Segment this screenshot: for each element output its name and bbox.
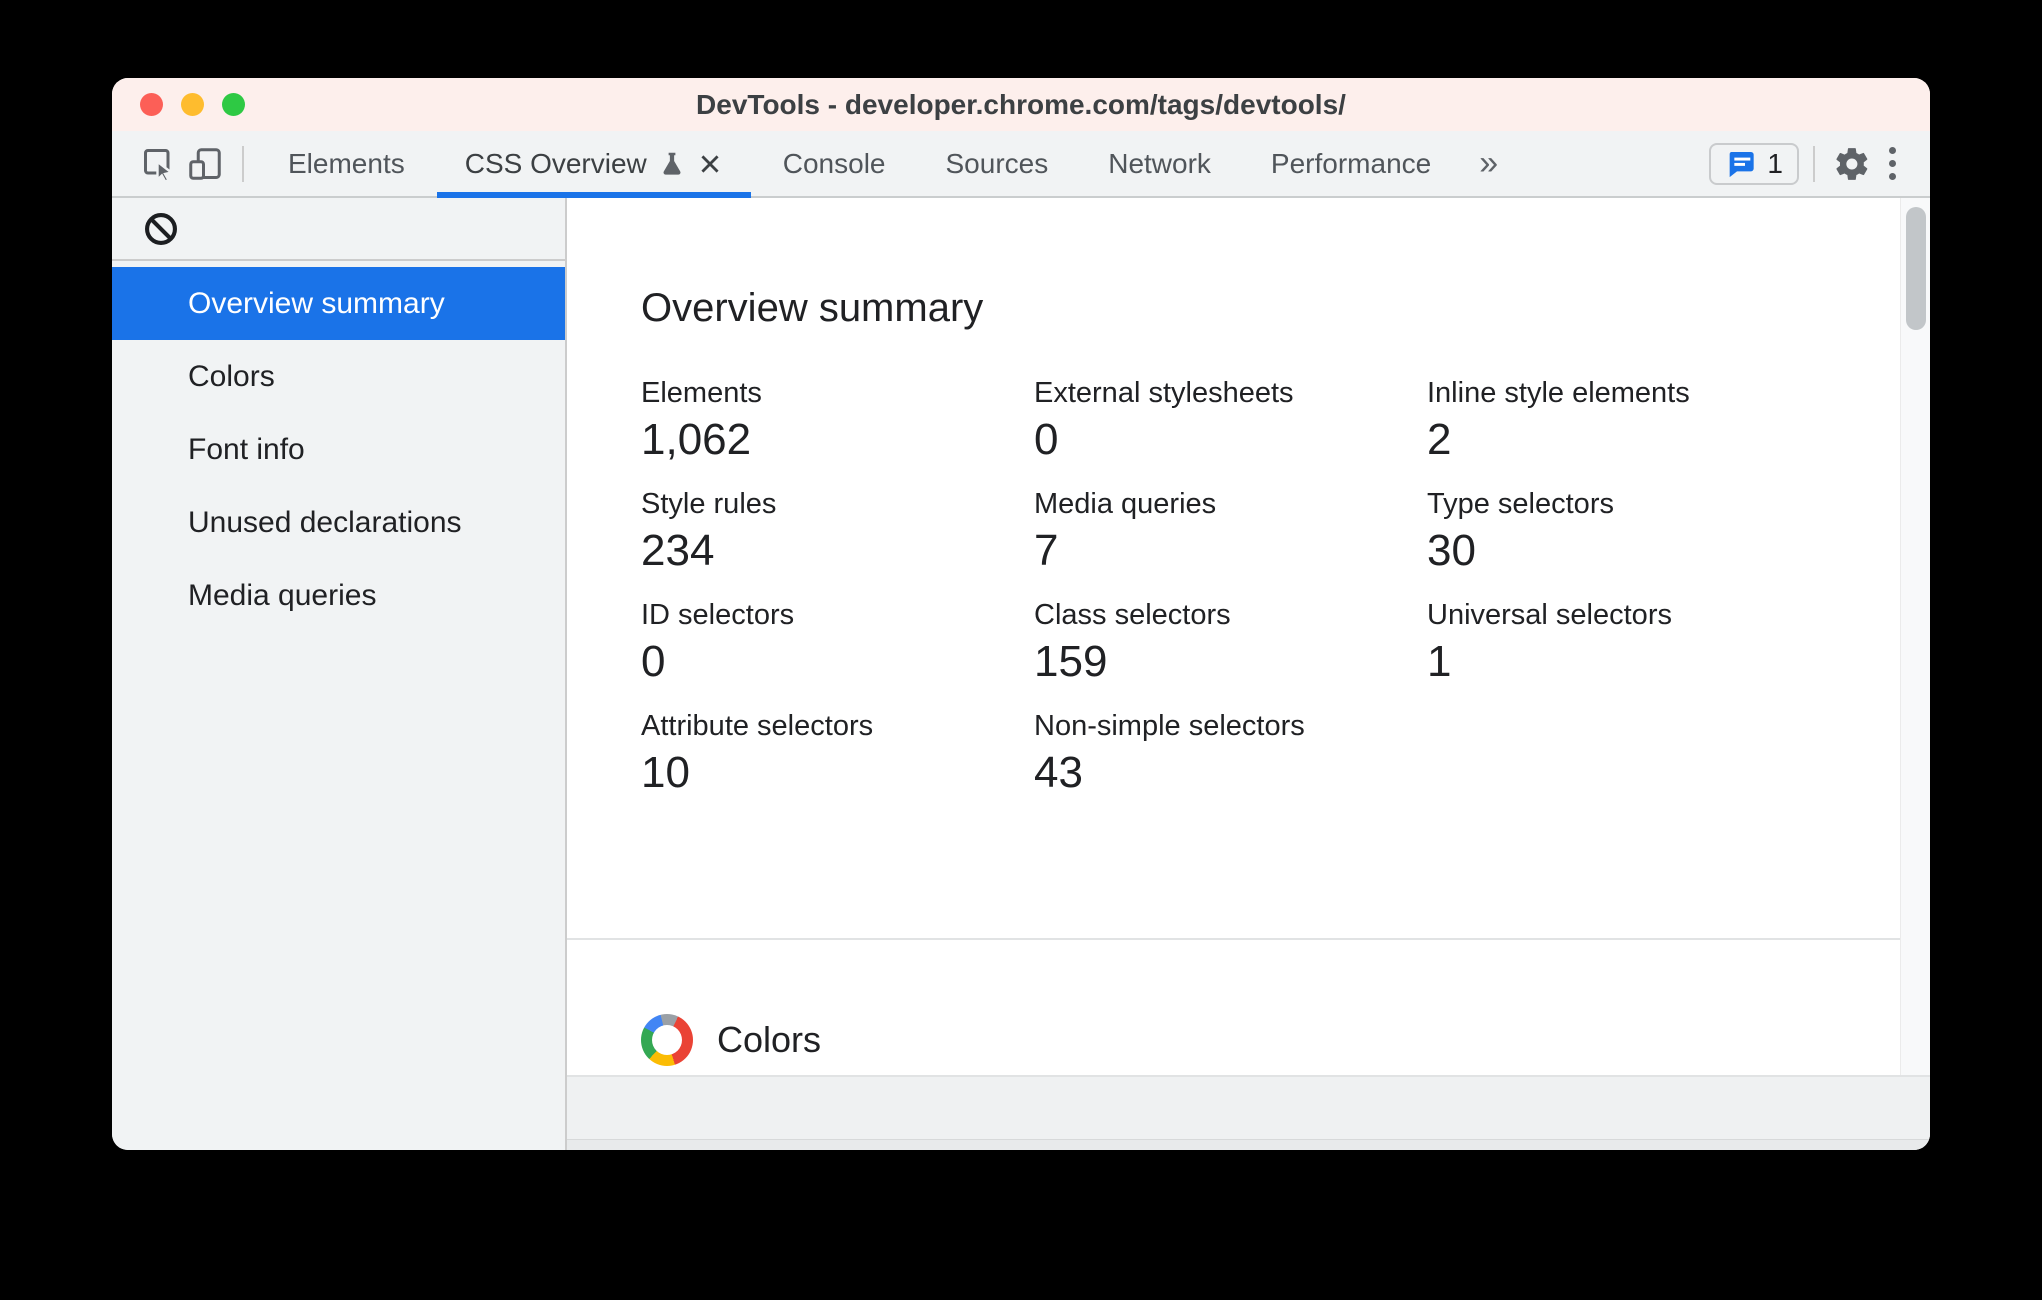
device-toolbar-icon <box>187 146 223 182</box>
stat-label: Universal selectors <box>1427 599 1672 631</box>
color-wheel-icon <box>641 1014 693 1066</box>
stat-label: External stylesheets <box>1034 377 1294 409</box>
kebab-menu-icon[interactable] <box>1875 139 1910 188</box>
sidebar-toolbar <box>112 198 565 261</box>
toolbar-separator <box>1813 145 1815 182</box>
stat-item: Style rules 234 <box>641 486 1034 579</box>
main-area: Overview summary Colors Font info Unused… <box>112 198 1930 1150</box>
minimize-window-button[interactable] <box>181 93 204 116</box>
toolbar-separator <box>242 145 244 182</box>
zoom-window-button[interactable] <box>222 93 245 116</box>
stat-label: Media queries <box>1034 488 1217 520</box>
close-window-button[interactable] <box>140 93 163 116</box>
stat-item: Media queries 7 <box>1034 486 1427 579</box>
sidebar-item[interactable]: Colors <box>112 340 565 413</box>
stat-value: 0 <box>1034 415 1059 464</box>
sidebar-item[interactable]: Unused declarations <box>112 486 565 559</box>
overview-content: Overview summary Elements 1,062 External… <box>567 198 1930 1150</box>
sidebar-item[interactable]: Overview summary <box>112 267 565 340</box>
vertical-scrollbar-thumb[interactable] <box>1906 207 1926 330</box>
vertical-scrollbar-track[interactable] <box>1900 198 1930 1075</box>
sidebar-item-label: Font info <box>188 432 305 466</box>
gear-icon <box>1833 145 1871 183</box>
stat-item: Elements 1,062 <box>641 375 1034 468</box>
stat-value: 159 <box>1034 637 1108 686</box>
stat-item: Class selectors 159 <box>1034 597 1427 690</box>
devtools-window: DevTools - developer.chrome.com/tags/dev… <box>112 78 1930 1150</box>
issues-button[interactable]: 1 <box>1709 142 1799 185</box>
stat-value: 10 <box>641 748 690 797</box>
colors-section-title: Colors <box>717 1019 822 1060</box>
stat-value: 1 <box>1427 637 1452 686</box>
inspect-element-button[interactable] <box>136 141 182 187</box>
stat-item: Non-simple selectors 43 <box>1034 708 1427 801</box>
stat-item: ID selectors 0 <box>641 597 1034 690</box>
tab-performance[interactable]: Performance <box>1270 147 1432 179</box>
stat-value: 43 <box>1034 748 1083 797</box>
devtools-toolbar: Elements CSS Overview Console <box>112 131 1930 198</box>
stat-value: 2 <box>1427 415 1452 464</box>
inspect-cursor-icon <box>141 146 177 182</box>
overview-document: Overview summary Elements 1,062 External… <box>567 198 1930 1075</box>
stat-item: Universal selectors 1 <box>1427 597 1820 690</box>
stat-label: ID selectors <box>641 599 795 631</box>
stat-value: 7 <box>1034 526 1059 575</box>
stat-item: Attribute selectors 10 <box>641 708 1034 801</box>
titlebar: DevTools - developer.chrome.com/tags/dev… <box>112 78 1930 131</box>
tab-network[interactable]: Network <box>1108 147 1211 179</box>
tab-css-overview[interactable]: CSS Overview <box>435 131 753 198</box>
overscroll-area <box>567 1075 1930 1139</box>
stat-item: Type selectors 30 <box>1427 486 1820 579</box>
tab-elements[interactable]: Elements <box>288 147 405 179</box>
stat-value: 234 <box>641 526 715 575</box>
tab-console[interactable]: Console <box>782 147 886 179</box>
stat-label: Class selectors <box>1034 599 1231 631</box>
page-title: Overview summary <box>641 286 984 330</box>
tab-sources[interactable]: Sources <box>945 147 1049 179</box>
stat-value: 0 <box>641 637 666 686</box>
stat-item: Inline style elements 2 <box>1427 375 1820 468</box>
summary-stats-grid: Elements 1,062 External stylesheets 0 In… <box>641 375 1870 801</box>
toolbar-right-controls: 1 <box>1709 139 1910 188</box>
horizontal-scrollbar-track[interactable] <box>567 1139 1930 1150</box>
stat-label: Type selectors <box>1427 488 1614 520</box>
clear-overview-button[interactable] <box>138 206 184 252</box>
issues-chat-icon <box>1725 148 1757 180</box>
toggle-device-toolbar-button[interactable] <box>182 141 228 187</box>
sidebar-menu: Overview summary Colors Font info Unused… <box>112 261 565 632</box>
stat-label: Non-simple selectors <box>1034 710 1305 742</box>
stat-label: Style rules <box>641 488 777 520</box>
sidebar-item-label: Unused declarations <box>188 505 462 539</box>
colors-section-header: Colors <box>641 1014 821 1066</box>
close-icon[interactable] <box>697 151 723 177</box>
sidebar-item-label: Media queries <box>188 578 377 612</box>
more-tabs-button[interactable]: » <box>1479 144 1499 182</box>
panel-tabs: Elements CSS Overview Console <box>258 131 1461 198</box>
sidebar-item-label: Overview summary <box>188 286 445 320</box>
sidebar-item[interactable]: Font info <box>112 413 565 486</box>
sidebar-item-label: Colors <box>188 359 275 393</box>
stat-item: External stylesheets 0 <box>1034 375 1427 468</box>
css-overview-sidebar: Overview summary Colors Font info Unused… <box>112 198 567 1150</box>
settings-button[interactable] <box>1829 141 1875 187</box>
stat-label: Elements <box>641 377 762 409</box>
stat-label: Attribute selectors <box>641 710 874 742</box>
stat-value: 1,062 <box>641 415 752 464</box>
stat-value: 30 <box>1427 526 1476 575</box>
block-icon <box>142 210 180 248</box>
experiment-flask-icon <box>657 149 687 179</box>
window-title: DevTools - developer.chrome.com/tags/dev… <box>696 88 1346 120</box>
issues-count: 1 <box>1767 147 1783 179</box>
sidebar-item[interactable]: Media queries <box>112 559 565 632</box>
stat-label: Inline style elements <box>1427 377 1690 409</box>
traffic-lights <box>140 78 245 131</box>
section-divider <box>567 938 1900 940</box>
